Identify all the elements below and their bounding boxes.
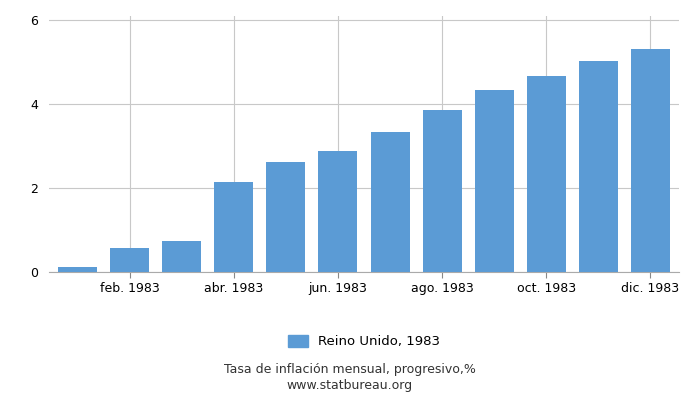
Bar [526, 76, 566, 272]
Bar [58, 266, 97, 272]
Bar [631, 49, 670, 272]
Bar [423, 110, 461, 272]
Text: www.statbureau.org: www.statbureau.org [287, 380, 413, 392]
Bar [110, 248, 149, 272]
Bar [370, 132, 410, 272]
Text: Tasa de inflación mensual, progresivo,%: Tasa de inflación mensual, progresivo,% [224, 364, 476, 376]
Bar [318, 151, 358, 272]
Bar [579, 61, 618, 272]
Bar [267, 162, 305, 272]
Bar [214, 182, 253, 272]
Bar [475, 90, 514, 272]
Bar [162, 240, 202, 272]
Legend: Reino Unido, 1983: Reino Unido, 1983 [283, 330, 445, 354]
